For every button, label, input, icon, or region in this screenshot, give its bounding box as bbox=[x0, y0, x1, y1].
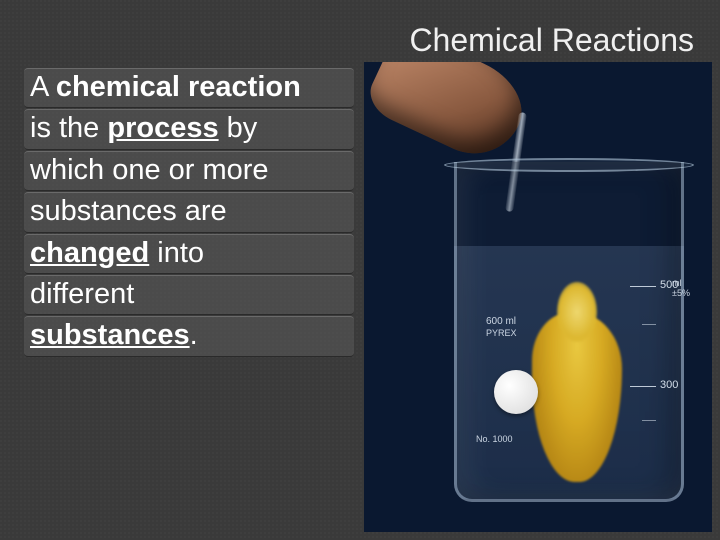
beaker-grad-minor bbox=[642, 324, 656, 325]
slide-title: Chemical Reactions bbox=[409, 22, 694, 59]
reaction-image: 600 ml PYREX No. 1000 500 ml ±5% 300 bbox=[364, 62, 712, 532]
body-line-3: which one or more bbox=[24, 151, 354, 191]
beaker-unit-label: 600 ml bbox=[486, 316, 516, 327]
body-line-6: different bbox=[24, 275, 354, 315]
tablet-icon bbox=[494, 370, 538, 414]
grad-value: 300 bbox=[660, 379, 678, 391]
txt: is the bbox=[30, 112, 107, 144]
txt: A bbox=[30, 71, 56, 103]
txt: into bbox=[149, 237, 204, 269]
body-line-1: A chemical reaction bbox=[24, 68, 354, 108]
beaker-brand-label: PYREX bbox=[486, 328, 517, 338]
body-line-5: changed into bbox=[24, 234, 354, 274]
beaker-grad-minor bbox=[642, 420, 656, 421]
txt-keyword: substances bbox=[30, 319, 190, 351]
body-line-4: substances are bbox=[24, 192, 354, 232]
beaker-grad: 300 bbox=[630, 386, 656, 387]
body-text: A chemical reaction is the process by wh… bbox=[24, 68, 354, 358]
beaker-grad: 500 bbox=[630, 286, 656, 287]
beaker-tol-label: ml ±5% bbox=[672, 278, 690, 298]
tol-val: ±5% bbox=[672, 288, 690, 298]
txt: by bbox=[219, 112, 258, 144]
txt-bold: chemical reaction bbox=[56, 71, 301, 103]
body-line-2: is the process by bbox=[24, 109, 354, 149]
beaker-lip-icon bbox=[444, 158, 694, 172]
txt-keyword: changed bbox=[30, 237, 149, 269]
txt-keyword: process bbox=[107, 112, 218, 144]
body-line-7: substances. bbox=[24, 316, 354, 356]
txt: . bbox=[190, 319, 198, 351]
pouring-hand-icon bbox=[364, 62, 536, 169]
beaker-no-label: No. 1000 bbox=[476, 434, 513, 444]
tol-ml: ml bbox=[672, 278, 690, 288]
